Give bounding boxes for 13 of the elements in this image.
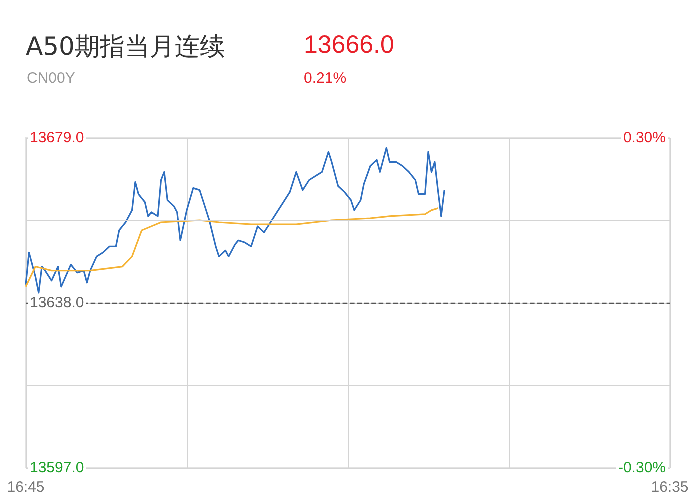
line-series [25,147,446,294]
chart-title: A50期指当月连续 [26,31,225,63]
x-tick-label: 16:35 [651,479,689,496]
y-tick-label: 13638.0 [30,294,84,312]
line-series [25,208,439,288]
text: 0.21% [304,70,347,87]
y2-tick-label: 0.30% [623,130,666,146]
y2-tick-label: -0.30% [618,460,666,476]
chart-subtitle: CN00Y [27,70,76,87]
y-tick-label: 13597.0 [30,460,84,476]
text: 13666.0 [304,31,394,60]
x-tick-label: 16:45 [7,479,45,496]
y-tick-label: 13679.0 [30,130,84,146]
